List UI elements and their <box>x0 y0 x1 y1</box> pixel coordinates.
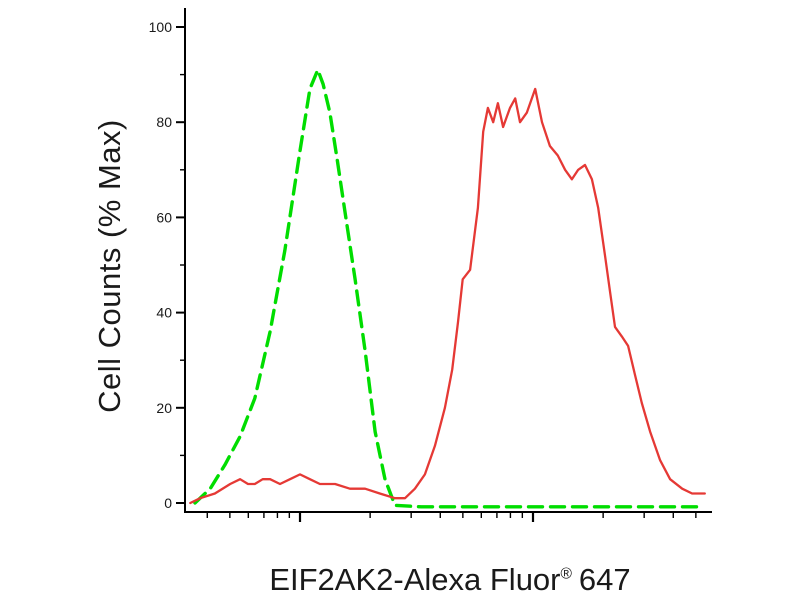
x-axis-label-suffix: 647 <box>578 562 631 597</box>
green-dashed-curve <box>193 68 702 509</box>
y-tick-label: 80 <box>156 114 172 130</box>
y-tick-label: 100 <box>149 19 173 35</box>
red-solid-curve <box>189 87 706 505</box>
x-axis-label-main: EIF2AK2-Alexa Fluor <box>269 562 561 597</box>
y-axis-label: Cell Counts (% Max) <box>92 119 127 413</box>
y-tick-label: 60 <box>156 209 172 225</box>
y-tick-label: 20 <box>156 400 172 416</box>
registered-trademark-symbol: ® <box>560 565 572 583</box>
y-tick-label: 40 <box>156 305 172 321</box>
x-axis-label: EIF2AK2-Alexa Fluor® 647 <box>170 562 730 598</box>
y-tick-label: 0 <box>164 495 172 511</box>
